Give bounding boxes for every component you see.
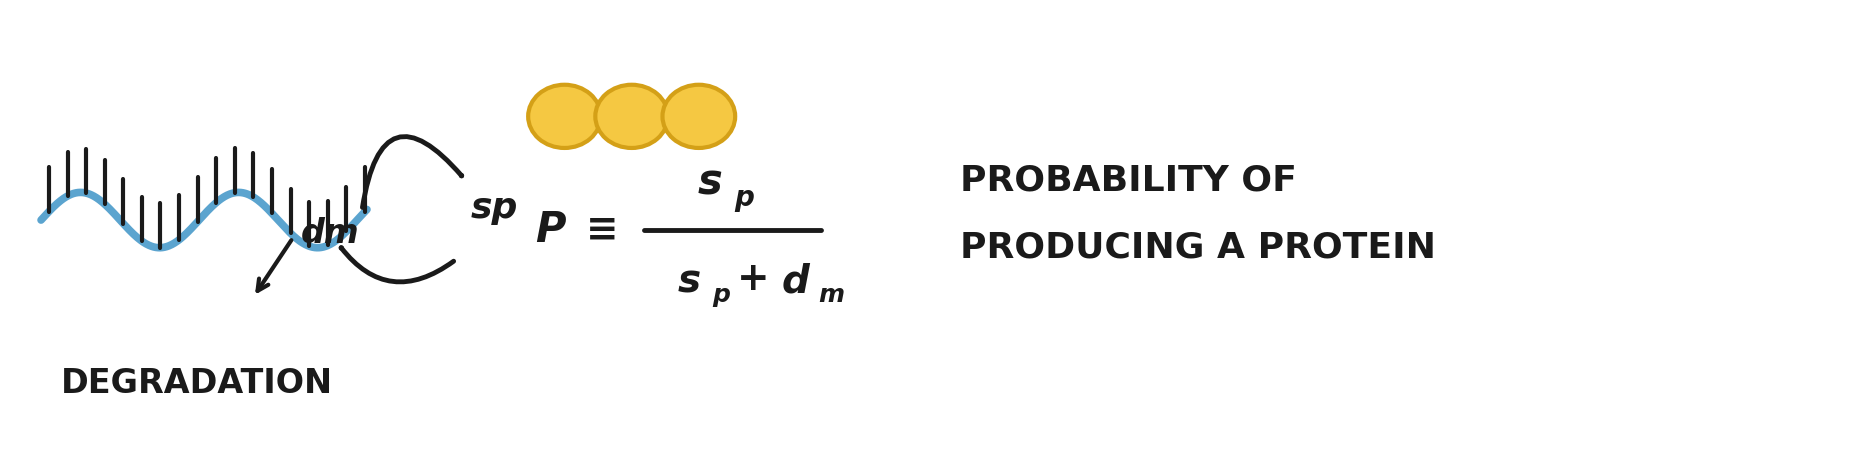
Text: m: m — [818, 283, 844, 307]
Text: p: p — [734, 184, 755, 212]
Text: +: + — [738, 260, 770, 298]
Text: p: p — [712, 283, 731, 307]
Ellipse shape — [596, 85, 668, 148]
Text: PROBABILITY OF: PROBABILITY OF — [960, 163, 1297, 198]
Text: PRODUCING A PROTEIN: PRODUCING A PROTEIN — [960, 231, 1436, 265]
FancyArrowPatch shape — [340, 248, 453, 282]
Text: s: s — [697, 162, 723, 203]
Text: d: d — [783, 262, 810, 300]
Text: P: P — [535, 209, 566, 251]
Text: s: s — [679, 262, 701, 300]
Text: DEGRADATION: DEGRADATION — [61, 367, 333, 400]
Ellipse shape — [662, 85, 734, 148]
Text: sp: sp — [470, 191, 518, 225]
FancyArrowPatch shape — [363, 136, 462, 207]
Ellipse shape — [527, 85, 601, 148]
Text: ≡: ≡ — [586, 211, 620, 249]
Text: dm: dm — [302, 217, 359, 250]
